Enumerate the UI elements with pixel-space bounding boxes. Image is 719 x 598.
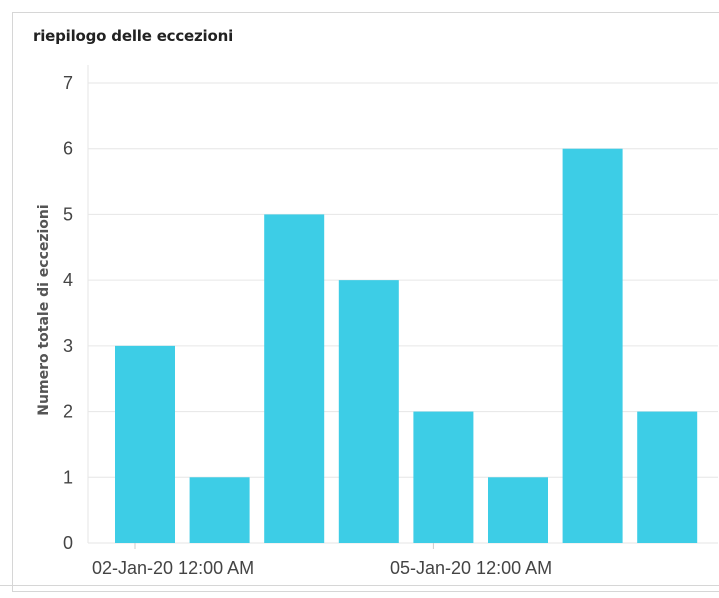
y-tick-label: 0 xyxy=(63,533,73,553)
y-tick-label: 4 xyxy=(63,270,73,290)
x-tick-label: 05-Jan-20 12:00 AM xyxy=(390,558,552,578)
y-axis-label: Numero totale di eccezioni xyxy=(36,204,52,415)
bars xyxy=(115,148,698,543)
bar-07-Jan-20[interactable] xyxy=(488,477,548,543)
y-tick-label: 3 xyxy=(63,336,73,356)
grid-lines xyxy=(87,65,718,544)
panel-bottom-border xyxy=(0,585,719,586)
y-tick-label: 1 xyxy=(63,467,73,487)
bar-04-Jan-20[interactable] xyxy=(264,214,325,543)
bar-03-Jan-20[interactable] xyxy=(189,477,250,543)
x-axis: 02-Jan-20 12:00 AM 05-Jan-20 12:00 AM xyxy=(92,543,552,578)
y-tick-label: 7 xyxy=(63,73,73,93)
bar-09-Jan-20[interactable] xyxy=(637,411,698,543)
bar-06-Jan-20[interactable] xyxy=(413,411,474,543)
x-tick-label: 02-Jan-20 12:00 AM xyxy=(92,558,254,578)
bar-08-Jan-20[interactable] xyxy=(562,148,623,543)
chart-title: riepilogo delle eccezioni xyxy=(33,27,234,45)
y-tick-label: 5 xyxy=(63,204,73,224)
y-tick-label: 6 xyxy=(63,139,73,159)
y-axis: 0 1 2 3 4 5 6 7 xyxy=(63,73,73,553)
bar-02-Jan-20[interactable] xyxy=(115,345,175,543)
y-tick-label: 2 xyxy=(63,402,73,422)
bar-05-Jan-20[interactable] xyxy=(338,280,399,543)
